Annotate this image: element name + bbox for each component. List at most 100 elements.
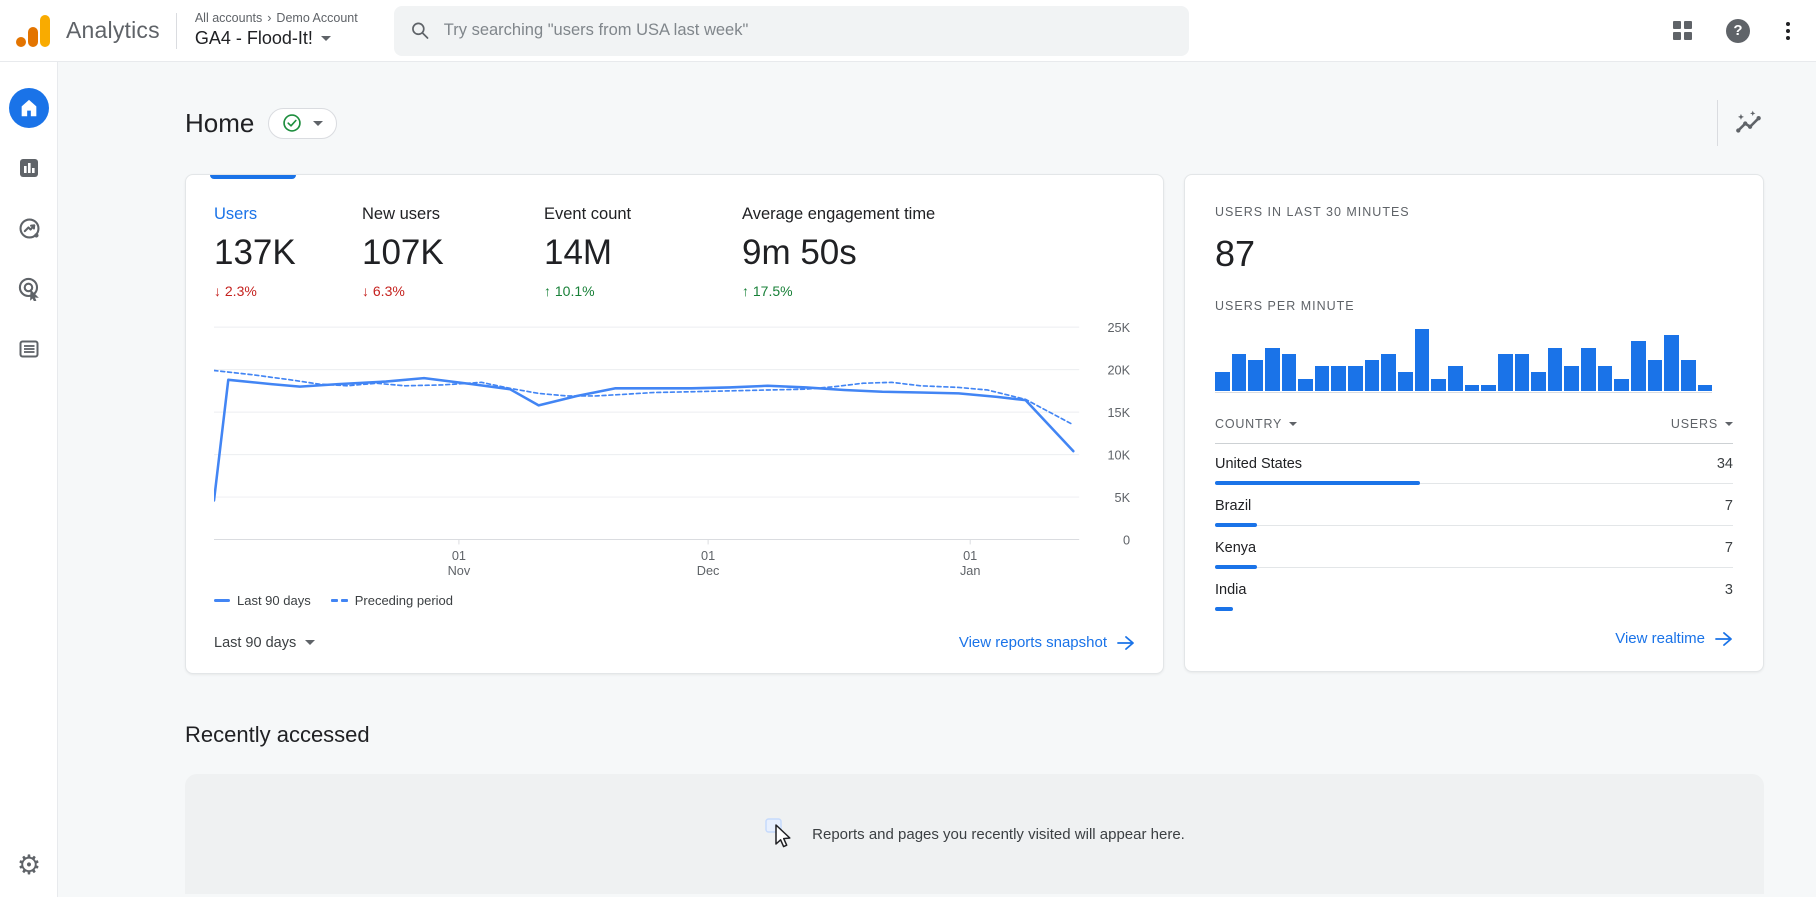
top-bar: Analytics All accounts › Demo Account GA… [0, 0, 1816, 62]
sidebar-item-library[interactable] [0, 337, 58, 361]
country-users: 7 [1724, 498, 1733, 514]
main-content: Home Users 137K ↓ 2.3% [58, 62, 1816, 897]
svg-text:15K: 15K [1107, 405, 1130, 420]
users-trend-chart: 0 5K 10K 15K 20K 25K 01 Nov 01 Dec 01 Jan [214, 319, 1135, 579]
property-name: GA4 - Flood-It! [194, 28, 313, 49]
view-reports-snapshot-link[interactable]: View reports snapshot [959, 634, 1135, 651]
sidebar-item-reports[interactable] [0, 156, 58, 180]
sort-caret-icon [1289, 422, 1298, 426]
sidebar-item-admin[interactable]: ⚙ [0, 852, 58, 879]
active-metric-tab-indicator [210, 175, 296, 179]
minute-bar [1481, 384, 1496, 391]
minute-bar [1447, 366, 1463, 391]
search-icon [411, 22, 429, 39]
minute-bar [1531, 372, 1546, 391]
country-row: Brazil 7 [1215, 486, 1733, 528]
metrics-row: Users 137K ↓ 2.3% New users 107K ↓ 6.3% … [214, 205, 1135, 299]
bar-chart-icon [20, 159, 38, 177]
chart-legend: Last 90 days Preceding period [214, 593, 1135, 608]
country-column-header[interactable]: COUNTRY [1215, 417, 1298, 431]
minute-bar [1264, 347, 1280, 391]
svg-text:Dec: Dec [697, 563, 720, 578]
home-icon [9, 88, 49, 128]
svg-text:Nov: Nov [448, 563, 471, 578]
chevron-down-icon [320, 35, 331, 41]
advertising-target-icon [18, 277, 39, 301]
chevron-down-icon [313, 120, 324, 126]
country-name: Brazil [1215, 498, 1252, 514]
sidebar-item-advertising[interactable] [0, 276, 58, 301]
breadcrumb-all-accounts[interactable]: All accounts [194, 11, 263, 26]
property-selector[interactable]: GA4 - Flood-It! [195, 27, 358, 50]
recently-accessed-panel: Reports and pages you recently visited w… [185, 774, 1764, 894]
users-column-header[interactable]: USERS [1671, 417, 1733, 431]
minute-bar [1281, 353, 1297, 391]
minute-bar [1664, 335, 1679, 391]
cursor-click-icon [765, 818, 791, 848]
analytics-logo-icon[interactable] [14, 13, 52, 49]
svg-text:01: 01 [701, 548, 715, 563]
minute-bar [1364, 360, 1380, 391]
help-icon[interactable]: ? [1726, 18, 1750, 43]
country-name: United States [1215, 456, 1303, 472]
library-list-icon [19, 340, 39, 358]
sort-caret-icon [1725, 422, 1733, 426]
solid-line-swatch [214, 599, 230, 602]
metric-tab[interactable]: Average engagement time 9m 50s ↑ 17.5% [742, 205, 935, 299]
metric-delta: ↑ 10.1% [544, 283, 595, 299]
realtime-card: USERS IN LAST 30 MINUTES 87 USERS PER MI… [1184, 174, 1764, 672]
country-row: Kenya 7 [1215, 528, 1733, 570]
sidebar-item-explore[interactable] [0, 216, 58, 241]
metric-label: Users [214, 205, 258, 223]
metric-label: Event count [544, 205, 632, 223]
minute-bar [1647, 360, 1663, 391]
country-users: 7 [1724, 540, 1733, 556]
dashed-line-swatch [330, 599, 348, 602]
metric-tab[interactable]: Users 137K ↓ 2.3% [214, 205, 362, 299]
breadcrumb-demo-account[interactable]: Demo Account [276, 11, 358, 26]
country-bar [1215, 523, 1258, 527]
metric-value: 137K [214, 233, 296, 272]
realtime-title: USERS IN LAST 30 MINUTES [1215, 205, 1410, 219]
minute-bar [1697, 384, 1713, 391]
minute-bar [1298, 378, 1313, 391]
country-name: India [1215, 582, 1247, 598]
home-status-dropdown[interactable] [268, 107, 338, 139]
topbar-divider [175, 12, 177, 49]
metric-tab[interactable]: New users 107K ↓ 6.3% [362, 205, 544, 299]
country-bar-track [1215, 523, 1733, 528]
metric-tab[interactable]: Event count 14M ↑ 10.1% [544, 205, 742, 299]
minute-bar [1564, 366, 1580, 391]
users-per-minute-label: USERS PER MINUTE [1215, 299, 1355, 313]
minute-bar [1680, 360, 1696, 391]
country-row: India 3 [1215, 570, 1733, 612]
search-input[interactable] [443, 21, 1173, 40]
sidebar-item-home[interactable] [0, 88, 58, 128]
date-range-selector[interactable]: Last 90 days [214, 635, 316, 651]
metric-label: New users [362, 205, 440, 223]
svg-text:25K: 25K [1107, 320, 1130, 335]
minute-bar [1331, 366, 1347, 391]
svg-text:20K: 20K [1107, 363, 1130, 378]
metric-value: 9m 50s [742, 233, 857, 272]
left-sidebar: ⚙ [0, 62, 58, 897]
view-realtime-link[interactable]: View realtime [1615, 630, 1733, 647]
svg-text:0: 0 [1123, 532, 1130, 547]
more-options-icon[interactable] [1784, 20, 1792, 42]
insights-icon[interactable] [1734, 108, 1764, 138]
check-circle-icon [283, 114, 302, 132]
svg-text:Jan: Jan [960, 563, 981, 578]
minute-bar [1547, 347, 1563, 391]
search-bar[interactable] [393, 5, 1189, 56]
legend-preceding-period: Preceding period [330, 593, 453, 608]
page-title: Home [185, 107, 255, 138]
country-users: 3 [1724, 582, 1733, 598]
country-row: United States 34 [1215, 444, 1733, 486]
svg-text:5K: 5K [1115, 490, 1131, 505]
metric-delta: ↓ 6.3% [362, 283, 405, 299]
diagnostics-grid-icon[interactable] [1673, 21, 1692, 40]
breadcrumb-separator-icon: › [267, 11, 272, 26]
minute-bar [1248, 360, 1263, 391]
minute-bar [1431, 378, 1446, 391]
legend-last-90-days: Last 90 days [214, 593, 311, 608]
